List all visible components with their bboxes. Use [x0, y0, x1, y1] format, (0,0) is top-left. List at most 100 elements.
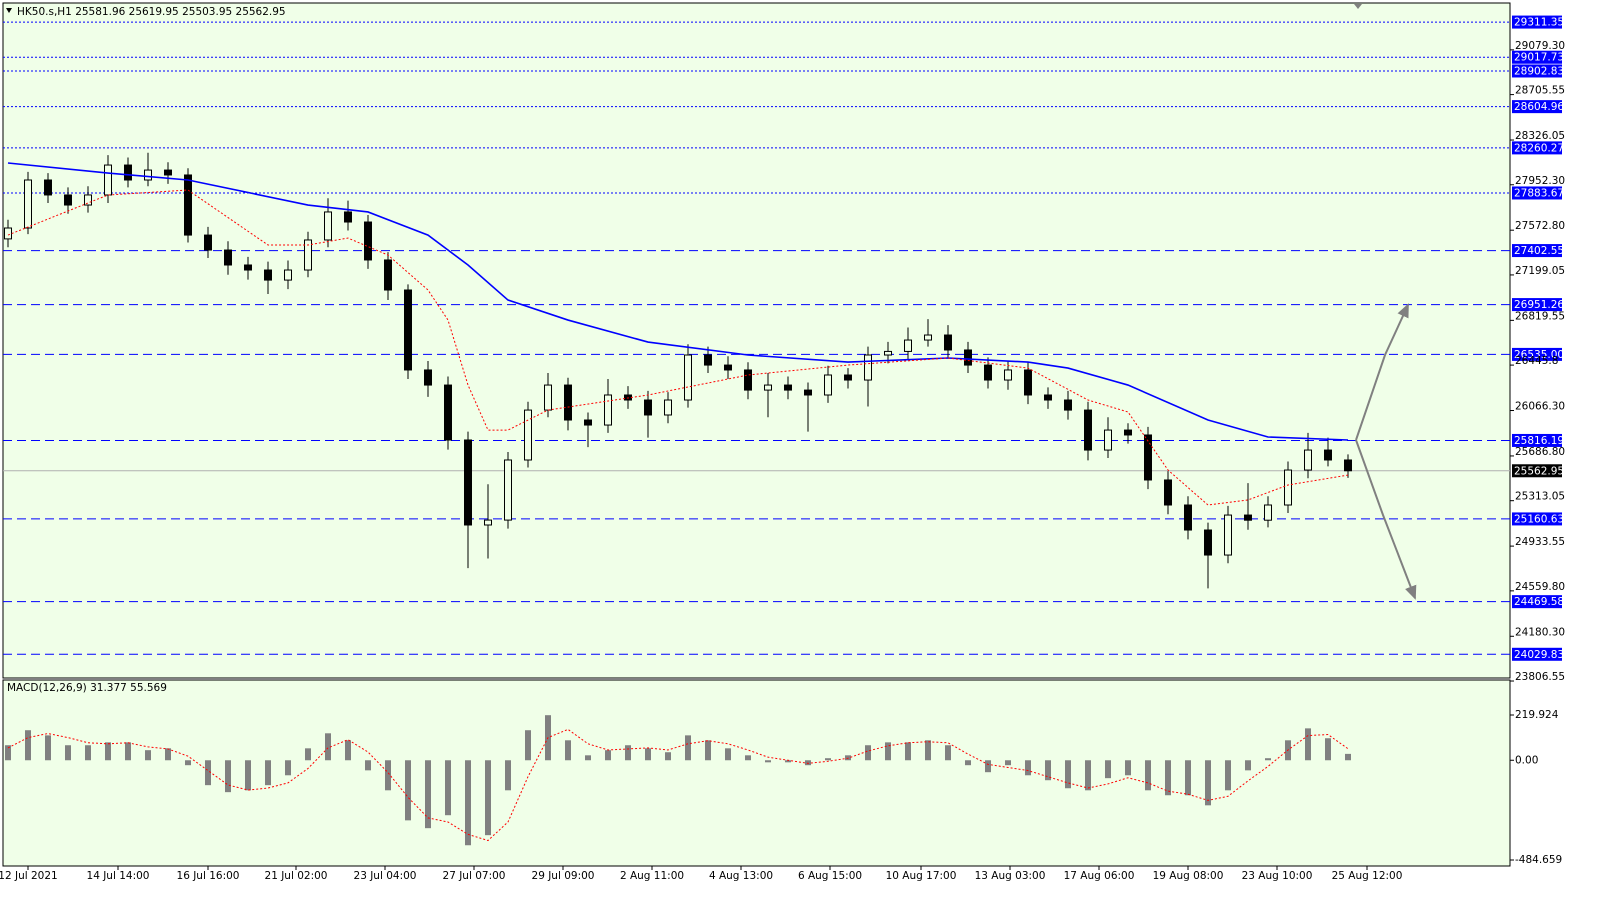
- candle-body: [24, 179, 32, 229]
- y-tick-label: 24559.80: [1515, 581, 1565, 593]
- macd-bar: [925, 740, 931, 761]
- candle-body: [224, 249, 232, 266]
- candle-body: [444, 384, 452, 441]
- macd-bar: [1265, 758, 1271, 761]
- macd-bar: [1325, 738, 1331, 761]
- macd-bar: [205, 760, 211, 786]
- candle-body: [204, 234, 212, 251]
- macd-bar: [65, 745, 71, 761]
- candle-body: [464, 439, 472, 526]
- macd-bar: [1225, 760, 1231, 791]
- shift-marker: [1354, 4, 1362, 9]
- macd-bar: [445, 760, 451, 816]
- candle-body: [564, 384, 572, 421]
- level-label: 29311.35: [1514, 17, 1564, 29]
- macd-bar: [265, 760, 271, 786]
- candle-body: [1324, 449, 1332, 461]
- candle-body: [524, 409, 532, 461]
- level-label: 26535.00: [1514, 349, 1564, 361]
- candle-body: [1084, 409, 1092, 451]
- y-tick-label: 24933.55: [1515, 536, 1565, 548]
- macd-bar: [505, 760, 511, 791]
- candle-body: [804, 389, 812, 396]
- macd-bar: [85, 745, 91, 761]
- level-label-box: [1512, 100, 1562, 114]
- level-label-box: [1512, 298, 1562, 312]
- candle-body: [1184, 504, 1192, 531]
- macd-title: MACD(12,26,9) 31.377 55.569: [7, 682, 167, 694]
- candle-body: [1124, 429, 1132, 436]
- macd-bar: [1065, 760, 1071, 789]
- macd-bar: [225, 760, 231, 793]
- candle-body: [164, 169, 172, 176]
- macd-bar: [685, 735, 691, 761]
- candle-body: [44, 179, 52, 196]
- candle-body: [784, 384, 792, 391]
- forecast-arrow-up: [1355, 303, 1409, 441]
- macd-bar: [585, 755, 591, 761]
- macd-bar: [425, 760, 431, 829]
- y-tick-label: 25313.05: [1515, 491, 1565, 503]
- macd-bar: [1245, 760, 1251, 771]
- candle-body: [744, 369, 752, 391]
- candle-body: [884, 350, 892, 356]
- macd-bar: [165, 748, 171, 761]
- macd-bar: [1125, 760, 1131, 776]
- macd-bar: [1185, 760, 1191, 796]
- macd-bar: [345, 740, 351, 761]
- forecast-arrow-down: [1355, 439, 1417, 600]
- macd-bar: [325, 733, 331, 761]
- y-tick-label: 27952.30: [1515, 175, 1565, 187]
- macd-y-tick-label: 219.924: [1515, 709, 1559, 721]
- candle-body: [484, 519, 492, 526]
- menu-triangle: [6, 8, 12, 13]
- x-tick-label: 12 Jul 2021: [0, 870, 58, 882]
- y-tick-label: 28705.55: [1515, 85, 1565, 97]
- macd-signal: [7, 728, 1349, 842]
- candle-body: [964, 349, 972, 366]
- y-tick-label: 26066.30: [1515, 401, 1565, 413]
- y-tick-label: 26819.55: [1515, 310, 1565, 322]
- candle-body: [584, 419, 592, 426]
- macd-bar: [785, 760, 791, 763]
- candle-body: [1004, 369, 1012, 381]
- macd-bar: [125, 742, 131, 761]
- main-panel: [2, 2, 1511, 679]
- candle-body: [1264, 504, 1272, 521]
- macd-bar: [605, 750, 611, 761]
- candle-body: [244, 264, 252, 271]
- macd-bar: [145, 750, 151, 761]
- macd-bar: [625, 745, 631, 761]
- macd-bar: [285, 760, 291, 776]
- level-label: 25160.63: [1514, 513, 1564, 525]
- y-tick-label: 29079.30: [1515, 40, 1565, 52]
- macd-bar: [1005, 760, 1011, 766]
- level-label: 24469.58: [1514, 596, 1564, 608]
- macd-bar: [825, 758, 831, 761]
- moving-average: [7, 162, 1349, 441]
- level-label: 28604.96: [1514, 101, 1564, 113]
- macd-y-tick-label: 0.00: [1515, 754, 1538, 766]
- macd-bar: [745, 755, 751, 761]
- level-label: 24029.83: [1514, 649, 1564, 661]
- macd-bar: [305, 748, 311, 761]
- level-label-box: [1512, 595, 1562, 609]
- macd-bar: [705, 740, 711, 761]
- candle-body: [1144, 434, 1152, 481]
- candle-body: [404, 289, 412, 371]
- candle-body: [284, 269, 292, 281]
- y-tick-label: 24180.30: [1515, 626, 1565, 638]
- macd-bar: [765, 760, 771, 763]
- chart-title: HK50.s,H1 25581.96 25619.95 25503.95 255…: [17, 6, 286, 18]
- macd-bar: [185, 760, 191, 766]
- candle-body: [364, 221, 372, 261]
- candle-body: [824, 374, 832, 396]
- level-label: 25816.19: [1514, 435, 1564, 447]
- macd-bar: [5, 745, 11, 761]
- x-tick-label: 29 Jul 09:00: [532, 870, 595, 882]
- candle-body: [124, 164, 132, 181]
- macd-bar: [1085, 760, 1091, 791]
- candle-body: [704, 354, 712, 366]
- candle-body: [764, 384, 772, 391]
